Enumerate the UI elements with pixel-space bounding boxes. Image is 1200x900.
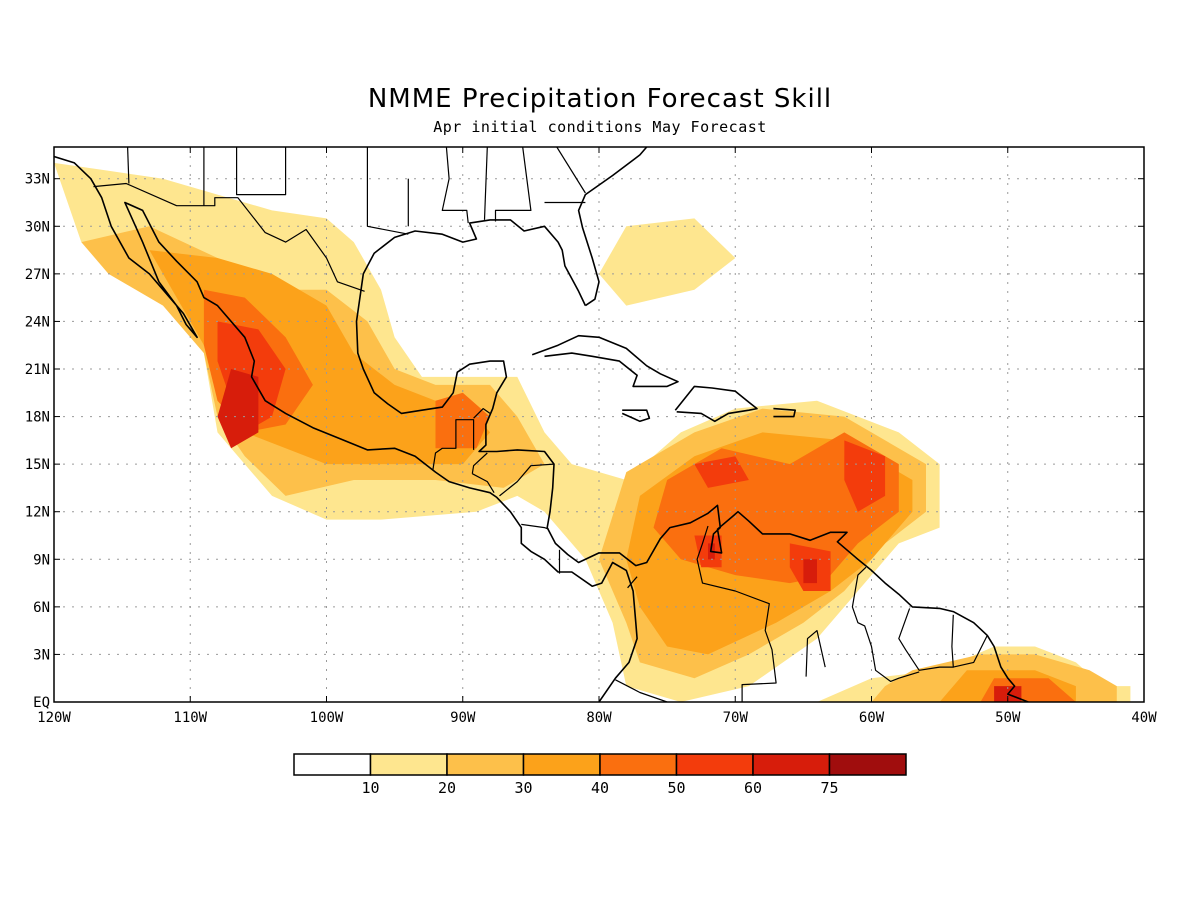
- boundary-line: [696, 525, 777, 702]
- boundary-line: [473, 408, 491, 419]
- boundary-line: [483, 147, 488, 220]
- boundary-line: [627, 576, 638, 589]
- skill-region-level-5: [694, 456, 749, 488]
- skill-region-level-1: [599, 218, 736, 306]
- lat-tick-label: 9N: [33, 552, 50, 568]
- lon-tick-label: 70W: [723, 710, 749, 726]
- legend-label: 10: [361, 779, 379, 797]
- legend-swatch: [522, 753, 601, 776]
- boundary-line: [953, 635, 988, 668]
- coastline: [54, 155, 638, 702]
- skill-region-level-6: [803, 559, 817, 584]
- lat-tick-label: 24N: [25, 314, 50, 330]
- lat-tick-label: 27N: [25, 267, 50, 283]
- boundary-line: [236, 147, 287, 196]
- legend-label: 75: [820, 779, 838, 797]
- lat-tick-label: 15N: [25, 457, 50, 473]
- lon-tick-label: 80W: [586, 710, 612, 726]
- lon-tick-label: 50W: [995, 710, 1021, 726]
- legend-swatch: [446, 753, 525, 776]
- boundary-line: [432, 419, 475, 471]
- lon-tick-label: 90W: [450, 710, 476, 726]
- lat-tick-label: 12N: [25, 505, 50, 521]
- boundary-line: [494, 147, 532, 222]
- color-legend: 10 20 30 40 50 60 75: [293, 753, 907, 797]
- boundary-line: [898, 608, 954, 671]
- boundary-line: [127, 147, 130, 184]
- lat-tick-label: 21N: [25, 362, 50, 378]
- lat-tick-label: 30N: [25, 219, 50, 235]
- boundary-line: [366, 147, 409, 235]
- boundary-line: [805, 629, 826, 677]
- boundary-line: [471, 452, 488, 474]
- boundary-line: [93, 182, 365, 292]
- lon-tick-label: 100W: [310, 710, 344, 726]
- legend-label: 60: [744, 779, 762, 797]
- skill-shading: [54, 162, 1131, 702]
- lat-tick-label: 6N: [33, 600, 50, 616]
- lon-tick-label: 60W: [859, 710, 885, 726]
- legend-label: 30: [514, 779, 532, 797]
- map-outlines: [54, 147, 1029, 702]
- legend-swatch: [293, 753, 372, 776]
- skill-region-level-5: [844, 440, 886, 512]
- coastline: [355, 219, 1029, 702]
- coastline: [621, 409, 651, 423]
- boundary-line: [556, 147, 586, 194]
- lat-tick-label: 18N: [25, 410, 50, 426]
- boundary-line: [472, 473, 495, 494]
- boundary-line: [521, 523, 549, 530]
- legend-swatch: [828, 753, 907, 776]
- skill-region-level-6: [217, 369, 259, 449]
- coastline: [674, 385, 758, 423]
- legend-label: 20: [438, 779, 456, 797]
- legend-swatch: [369, 753, 448, 776]
- legend-swatch: [752, 753, 831, 776]
- lat-tick-label: EQ: [33, 695, 50, 711]
- lon-tick-label: 110W: [173, 710, 207, 726]
- legend-swatch: [599, 753, 678, 776]
- lat-tick-label: 3N: [33, 647, 50, 663]
- legend-label: 50: [667, 779, 685, 797]
- lon-tick-label: 120W: [37, 710, 71, 726]
- boundary-line: [851, 566, 920, 683]
- legend-swatch: [675, 753, 754, 776]
- lon-tick-label: 40W: [1131, 710, 1157, 726]
- boundary-line: [441, 147, 469, 224]
- skill-region-level-4: [435, 392, 490, 449]
- boundary-line: [499, 463, 555, 497]
- lat-tick-label: 33N: [25, 172, 50, 188]
- gridlines: [54, 147, 1144, 702]
- map-title: NMME Precipitation Forecast Skill: [367, 84, 833, 114]
- boundary-line: [615, 679, 668, 702]
- map-subtitle: Apr initial conditions May Forecast: [433, 118, 767, 136]
- coastline: [773, 407, 797, 418]
- legend-label: 40: [591, 779, 609, 797]
- coastline: [577, 147, 648, 307]
- coastline: [531, 334, 679, 388]
